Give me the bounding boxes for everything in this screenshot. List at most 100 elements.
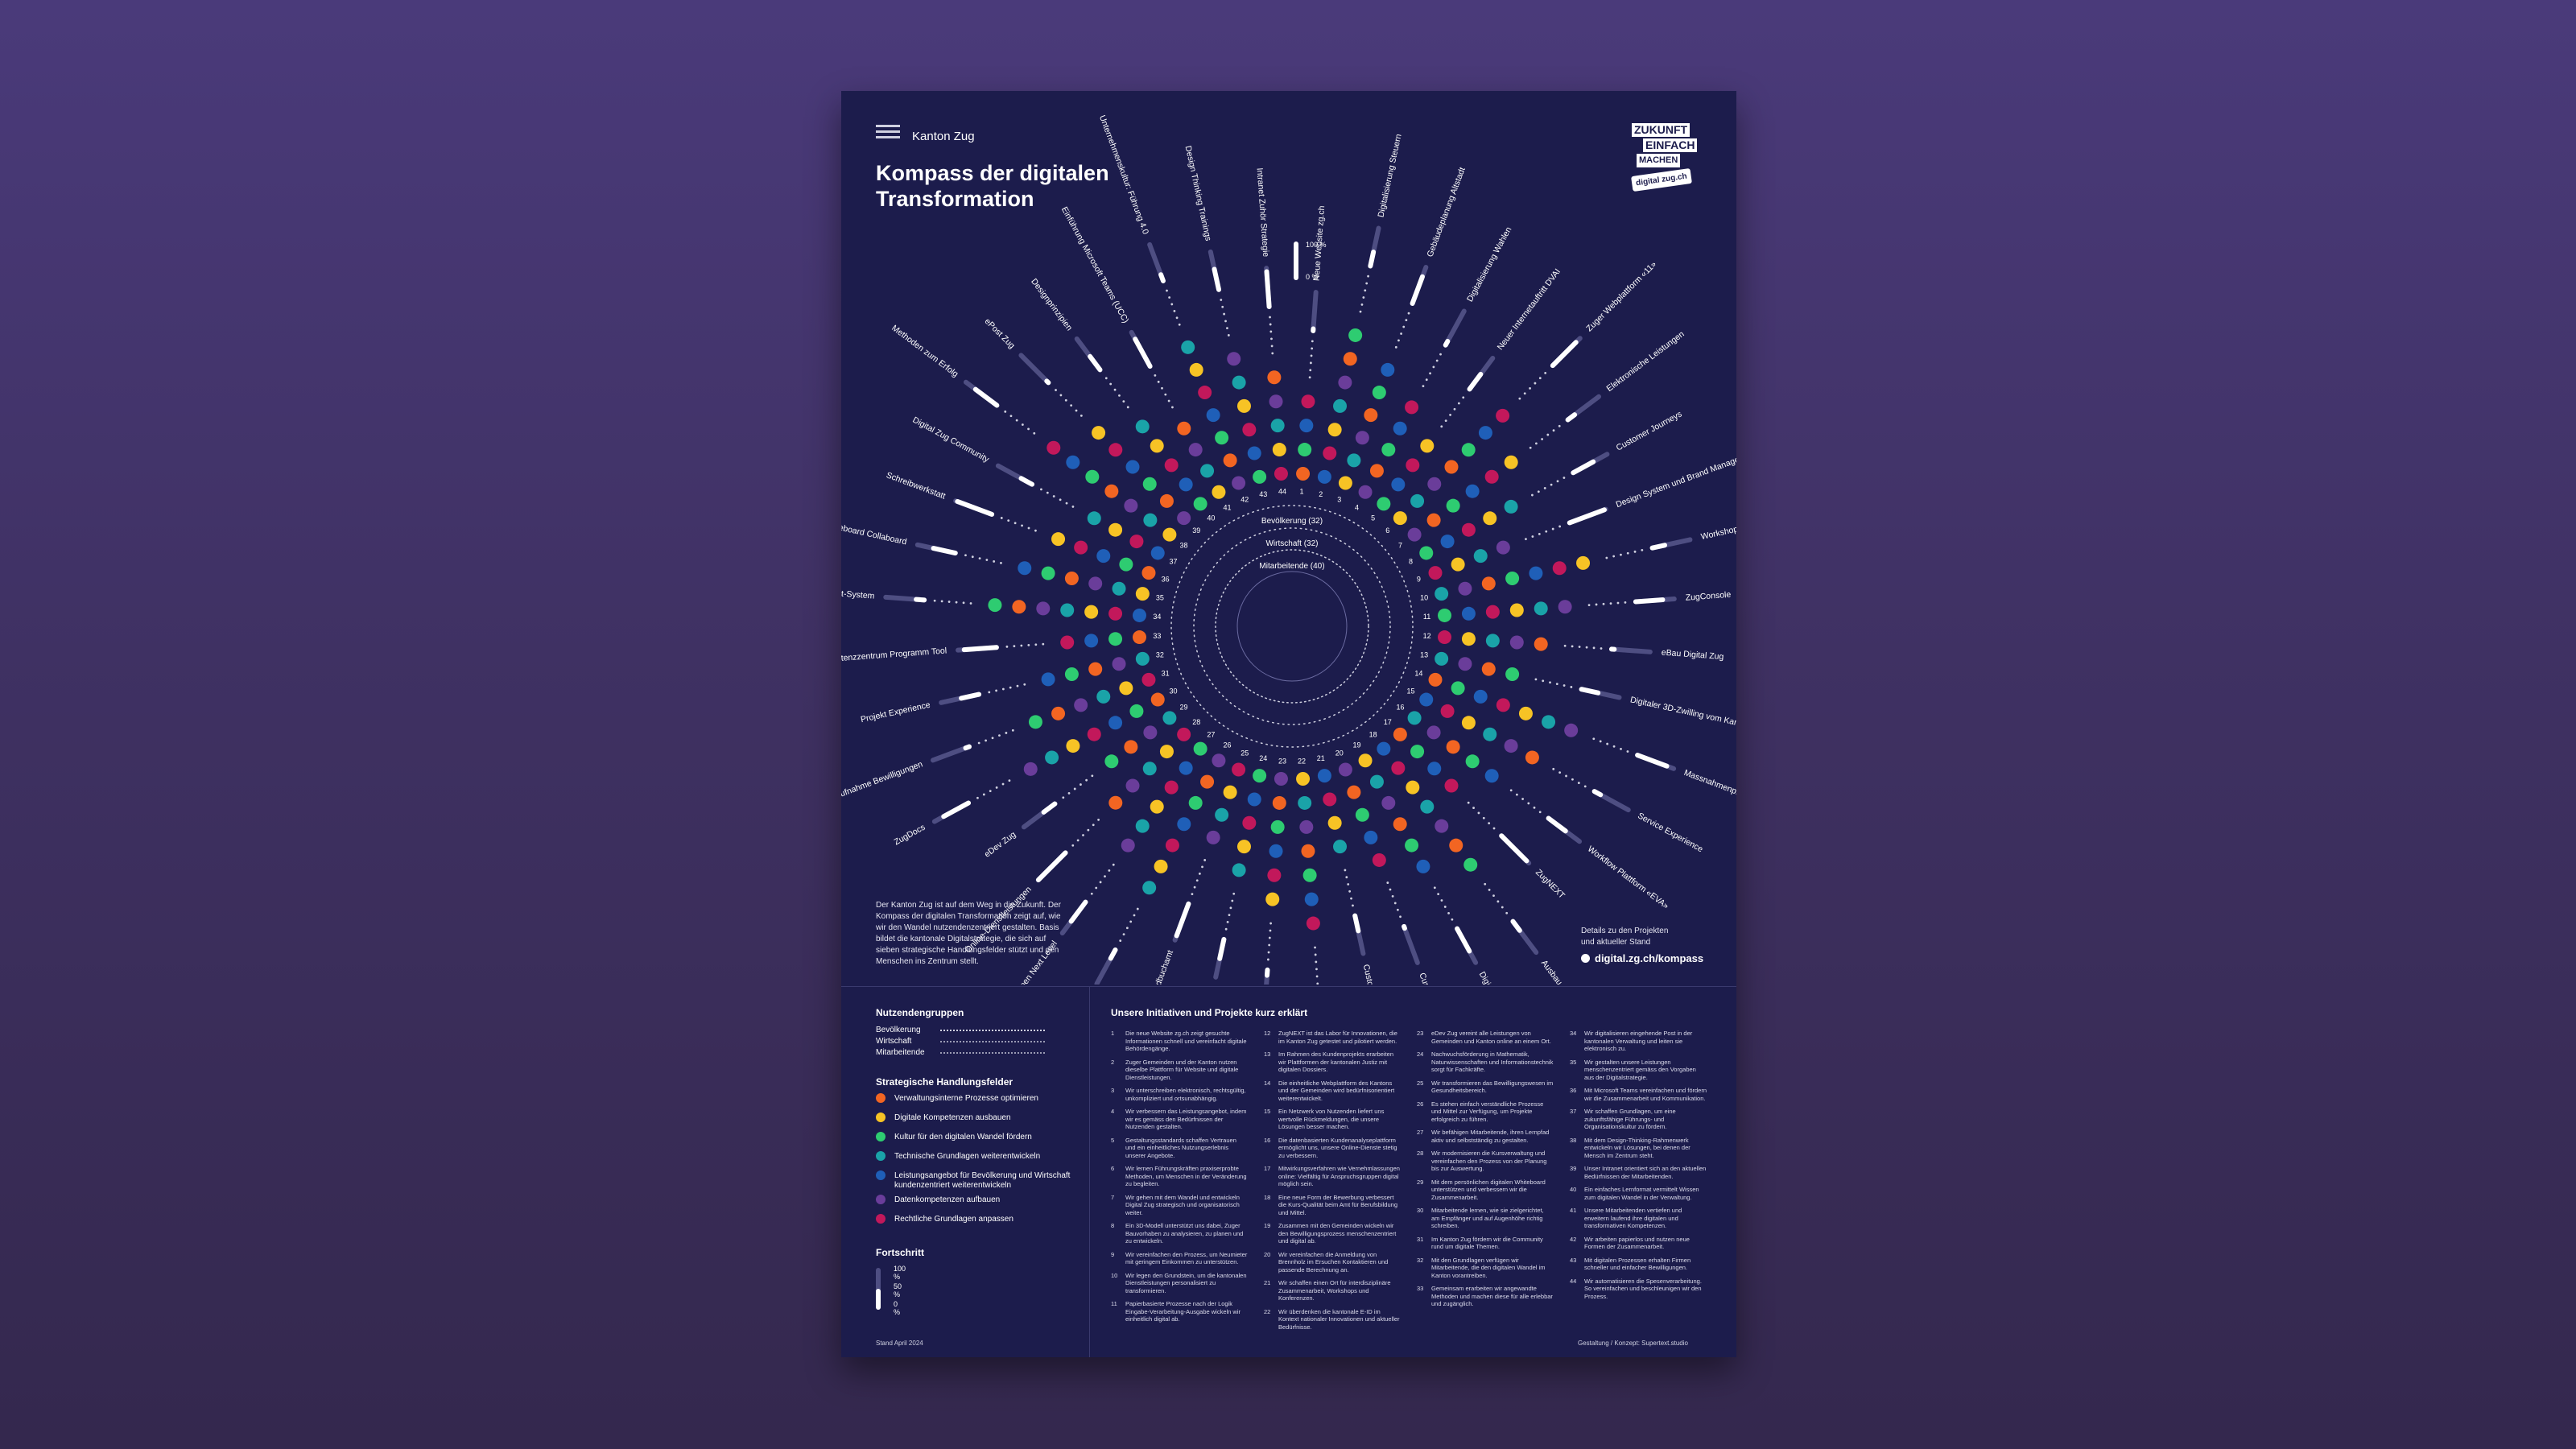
description-text: Gemeinsam erarbeiten wir angewandte Meth… xyxy=(1431,1285,1553,1307)
leader-dot xyxy=(971,555,974,559)
leader-dot xyxy=(1558,771,1562,774)
field-dot xyxy=(1267,868,1282,882)
field-dot xyxy=(1177,511,1191,526)
description-item: 38 Mit dem Design-Thinking-Rahmenwerk ent… xyxy=(1570,1137,1707,1160)
leader-dot xyxy=(1609,602,1612,605)
project-label: ZugConsole xyxy=(1685,590,1731,603)
leader-dot xyxy=(1429,372,1431,375)
leader-dot xyxy=(1534,678,1538,681)
leader-dot xyxy=(1062,796,1065,799)
description-number: 15 xyxy=(1264,1108,1271,1115)
description-item: 24 Nachwuchsförderung in Mathematik, Natu… xyxy=(1417,1051,1554,1074)
field-dot xyxy=(1108,522,1123,537)
leader-dot xyxy=(1350,897,1352,900)
field-dot xyxy=(1426,725,1441,740)
field-dot xyxy=(1165,838,1179,852)
leader-dot xyxy=(1267,951,1270,954)
description-column: 34 Wir digitalisieren eingehende Post in … xyxy=(1570,1030,1707,1306)
leader-dot xyxy=(1000,561,1002,564)
description-number: 27 xyxy=(1417,1129,1424,1136)
leader-dot xyxy=(1125,927,1129,930)
field-dot xyxy=(1193,741,1208,756)
field-dot xyxy=(1438,630,1452,645)
field-dot xyxy=(1129,535,1144,549)
leader-dot xyxy=(1440,899,1443,902)
progress-fill xyxy=(1579,687,1601,696)
field-dot xyxy=(1461,522,1476,537)
field-dot xyxy=(1377,741,1391,756)
project-number: 34 xyxy=(1153,613,1161,621)
leader-dot xyxy=(1440,425,1443,428)
field-dot xyxy=(1028,715,1042,729)
field-dot xyxy=(1458,657,1472,671)
description-text: Die einheitliche Webplattform des Kanton… xyxy=(1278,1079,1395,1102)
field-dot xyxy=(1451,557,1465,572)
field-dot xyxy=(1232,476,1246,490)
project-number: 30 xyxy=(1170,687,1178,696)
leader-dot xyxy=(1447,911,1450,914)
field-dot xyxy=(1179,477,1193,492)
progress-fill xyxy=(1044,378,1051,386)
leader-dot xyxy=(1546,433,1550,436)
leader-dot xyxy=(1065,502,1068,505)
leader-dot xyxy=(1042,642,1045,646)
field-dot xyxy=(988,598,1002,613)
field-label: Verwaltungsinterne Prozesse optimieren xyxy=(894,1094,1038,1103)
leader-dot xyxy=(1425,378,1428,382)
field-dot xyxy=(1119,681,1133,696)
field-color-icon xyxy=(876,1113,886,1122)
leader-dot xyxy=(1315,968,1318,971)
field-dot xyxy=(1463,857,1478,872)
project-number: 8 xyxy=(1409,557,1413,565)
field-dot xyxy=(1215,431,1229,445)
leader-dot xyxy=(1352,904,1354,907)
progress-fill xyxy=(1567,507,1607,526)
leader-dot xyxy=(1071,844,1075,847)
progress-fill xyxy=(1041,801,1058,815)
field-dot xyxy=(1036,601,1051,616)
leader-dot xyxy=(1021,423,1024,426)
leader-dot xyxy=(1515,793,1518,796)
leader-dot xyxy=(1525,538,1527,541)
description-number: 24 xyxy=(1417,1051,1424,1058)
field-dot xyxy=(1420,439,1435,453)
project-label: Workflow Plattform «EVA» xyxy=(1586,844,1671,911)
project-number: 3 xyxy=(1337,496,1341,504)
description-number: 29 xyxy=(1417,1178,1424,1186)
field-dot xyxy=(1272,443,1286,457)
description-item: 36 Mit Microsoft Teams vereinfachen und f… xyxy=(1570,1087,1707,1102)
field-dot xyxy=(1108,443,1123,457)
description-text: Ein einfaches Lernformat vermittelt Wiss… xyxy=(1584,1186,1699,1201)
kompass-link[interactable]: digital.zg.ch/kompass xyxy=(1581,952,1703,964)
field-dot xyxy=(1302,868,1317,882)
leader-dot xyxy=(1191,893,1194,896)
leader-dot xyxy=(1565,774,1567,778)
field-dot xyxy=(1018,561,1032,576)
description-number: 40 xyxy=(1570,1186,1577,1193)
leader-dot xyxy=(1316,982,1319,985)
field-dot xyxy=(1427,762,1442,776)
leader-dot xyxy=(1558,525,1562,528)
field-dot xyxy=(1142,762,1157,776)
field-dot xyxy=(1449,838,1463,852)
field-dot xyxy=(1444,778,1459,793)
leader-dot xyxy=(1367,275,1369,278)
field-dot xyxy=(1135,587,1150,601)
leader-dot xyxy=(1016,684,1019,687)
description-number: 30 xyxy=(1417,1207,1424,1214)
project-number: 31 xyxy=(1162,670,1170,678)
leader-dot xyxy=(1173,309,1176,312)
leader-dot xyxy=(1154,374,1157,377)
leader-dot xyxy=(1620,747,1622,750)
leader-dot xyxy=(1059,498,1062,502)
leader-dot xyxy=(991,737,994,740)
leader-dot xyxy=(1080,783,1082,786)
leader-dot xyxy=(1175,316,1179,320)
leader-dot xyxy=(1587,604,1591,607)
project-label: Design System und Brand Management xyxy=(1615,448,1736,510)
progress-fill xyxy=(1591,789,1604,798)
field-dot xyxy=(1206,408,1220,423)
description-text: Wir gehen mit dem Wandel und entwickeln … xyxy=(1125,1193,1240,1216)
field-dot xyxy=(1296,466,1311,481)
description-item: 40 Ein einfaches Lernformat vermittelt Wi… xyxy=(1570,1186,1707,1201)
